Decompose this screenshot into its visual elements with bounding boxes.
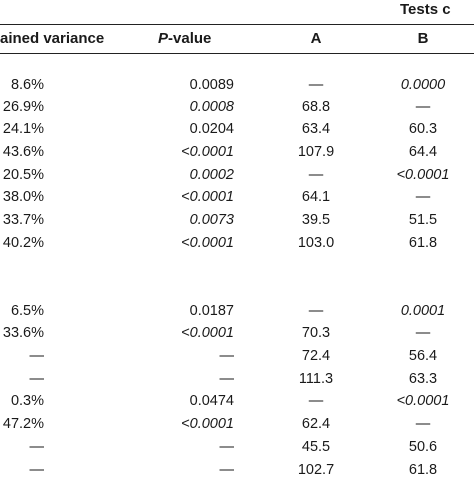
test-a-cell: 45.5 [301,439,331,455]
test-a-cell: 64.1 [301,189,331,205]
variance-cell: 0.3% [10,393,44,409]
variance-cell: — [29,462,45,478]
variance-cell: 20.5% [2,167,44,183]
p-value-cell: <0.0001 [181,189,234,205]
test-b-cell: 56.4 [408,348,438,364]
variance-cell: 40.2% [2,235,44,251]
test-a-cell: 63.4 [301,121,331,137]
p-value-header-rest: -value [168,30,212,47]
header-top-rule [0,24,474,25]
test-b-cell: 50.6 [408,439,438,455]
test-a-cell: — [308,393,324,409]
variance-cell: — [29,439,45,455]
test-a-header: A [310,30,322,47]
variance-cell: 33.6% [2,325,44,341]
test-a-cell: 72.4 [301,348,331,364]
test-b-cell: 60.3 [408,121,438,137]
p-value-cell: 0.0204 [189,121,234,137]
p-value-cell: 0.0008 [189,99,234,115]
test-b-cell: <0.0001 [396,167,450,183]
test-b-header: B [417,30,429,47]
test-b-cell: <0.0001 [396,393,450,409]
p-value-cell: 0.0073 [189,212,234,228]
test-b-cell: 61.8 [408,462,438,478]
variance-cell: 43.6% [2,144,44,160]
p-value-cell: — [219,439,235,455]
variance-cell: 38.0% [2,189,44,205]
variance-cell: — [29,348,45,364]
test-b-cell: 51.5 [408,212,438,228]
test-a-cell: 39.5 [301,212,331,228]
test-b-cell: 64.4 [408,144,438,160]
p-value-cell: 0.0474 [189,393,234,409]
test-a-cell: 103.0 [297,235,335,251]
variance-cell: 6.5% [10,303,44,319]
p-value-cell: 0.0002 [189,167,234,183]
p-value-header: P-value [158,31,232,46]
test-a-cell: — [308,303,324,319]
p-value-cell: 0.0089 [189,77,234,93]
test-a-cell: 62.4 [301,416,331,432]
p-value-cell: <0.0001 [181,144,234,160]
test-b-cell: 63.3 [408,371,438,387]
tests-group-header: Tests c [400,1,451,18]
p-value-cell: — [219,371,235,387]
test-b-cell: — [415,416,431,432]
explained-variance-header: ained variance [0,30,105,47]
test-a-cell: — [308,77,324,93]
test-a-cell: 107.9 [297,144,335,160]
p-value-header-p: P [158,30,169,47]
variance-cell: 33.7% [2,212,44,228]
p-value-cell: — [219,462,235,478]
variance-cell: 47.2% [2,416,44,432]
test-b-cell: — [415,325,431,341]
variance-cell: 24.1% [2,121,44,137]
test-b-cell: 0.0000 [400,77,446,93]
test-a-cell: — [308,167,324,183]
p-value-cell: <0.0001 [181,235,234,251]
variance-cell: 8.6% [10,77,44,93]
header-bottom-rule [0,53,474,54]
test-a-cell: 70.3 [301,325,331,341]
variance-cell: 26.9% [2,99,44,115]
p-value-cell: <0.0001 [181,416,234,432]
test-b-cell: 61.8 [408,235,438,251]
test-b-cell: 0.0001 [400,303,446,319]
p-value-cell: <0.0001 [181,325,234,341]
p-value-cell: — [219,348,235,364]
p-value-cell: 0.0187 [189,303,234,319]
test-a-cell: 102.7 [297,462,335,478]
test-a-cell: 68.8 [301,99,331,115]
test-b-cell: — [415,189,431,205]
test-a-cell: 111.3 [298,371,334,387]
test-b-cell: — [415,99,431,115]
variance-cell: — [29,371,45,387]
